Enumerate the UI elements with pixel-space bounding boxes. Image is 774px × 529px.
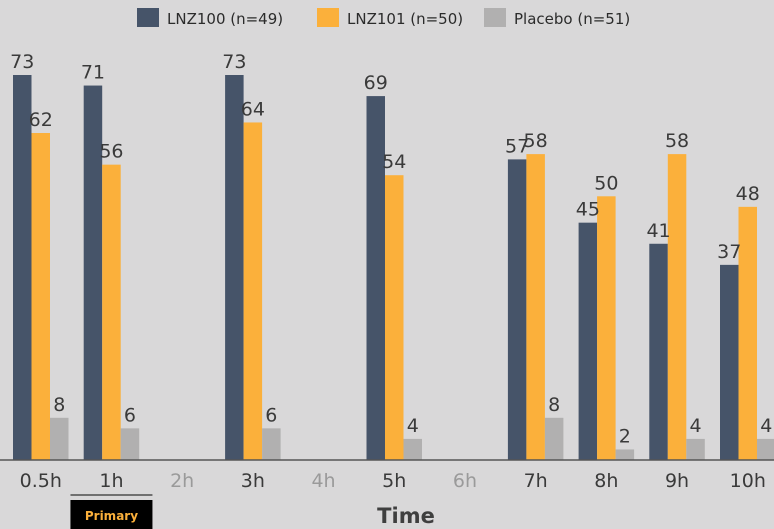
x-tick-labels: 0.5h 1h 2h 3h 4h 5h 6h 7h 8h 9h 10h xyxy=(20,470,766,492)
value-label-1h-series-2: 56 xyxy=(99,141,123,163)
bar-9h-series-1 xyxy=(649,243,668,460)
bar-1h-series-3 xyxy=(120,428,140,460)
x-tick-6h: 6h xyxy=(453,470,477,492)
bar-8h-series-1 xyxy=(578,222,598,460)
legend-label-3: Placebo (n=51) xyxy=(514,10,630,28)
x-tick-8h: 8h xyxy=(594,470,618,492)
value-label-10h-series-1: 37 xyxy=(717,241,741,263)
legend-swatch-2 xyxy=(317,8,339,27)
legend-label-1: LNZ100 (n=49) xyxy=(167,10,283,28)
value-label-7h-series-2: 58 xyxy=(524,130,548,152)
bar-8h-series-2 xyxy=(597,196,616,460)
value-label-0.5h-series-2: 62 xyxy=(29,109,53,131)
primary-badge-label: Primary xyxy=(85,509,138,523)
value-label-1h-series-1: 71 xyxy=(81,62,105,84)
value-label-8h-series-2: 50 xyxy=(594,172,618,194)
primary-badge: Primary xyxy=(70,494,153,529)
bar-8h-series-3 xyxy=(615,449,635,460)
value-label-5h-series-1: 69 xyxy=(364,72,388,94)
bar-3h-series-3 xyxy=(262,428,281,460)
bar-7h-series-2 xyxy=(526,154,545,460)
value-label-3h-series-3: 6 xyxy=(265,404,277,426)
legend-swatch-3 xyxy=(484,8,506,27)
bar-1h-series-1 xyxy=(83,85,103,460)
x-tick-9h: 9h xyxy=(665,470,689,492)
bar-5h-series-2 xyxy=(385,175,404,460)
bar-3h-series-1 xyxy=(225,75,244,460)
bar-9h-series-2 xyxy=(667,154,687,460)
bar-7h-series-1 xyxy=(507,159,527,461)
bar-3h-series-2 xyxy=(243,122,263,460)
bar-10h-series-1 xyxy=(720,264,739,460)
bar-5h-series-1 xyxy=(366,96,385,461)
value-label-9h-series-1: 41 xyxy=(646,220,670,242)
value-label-7h-series-3: 8 xyxy=(548,394,560,416)
legend-label-2: LNZ101 (n=50) xyxy=(347,10,463,28)
x-tick-1h: 1h xyxy=(99,470,123,492)
x-tick-0.5h: 0.5h xyxy=(20,470,62,492)
value-label-9h-series-3: 4 xyxy=(690,415,702,437)
x-tick-3h: 3h xyxy=(241,470,265,492)
legend-swatch-1 xyxy=(137,8,159,27)
value-label-3h-series-1: 73 xyxy=(222,51,246,73)
bar-0.5h-series-1 xyxy=(13,75,32,460)
value-label-0.5h-series-3: 8 xyxy=(53,394,65,416)
bar-1h-series-2 xyxy=(102,164,121,460)
value-label-5h-series-3: 4 xyxy=(407,415,419,437)
primary-badge-box xyxy=(70,500,153,529)
value-label-1h-series-3: 6 xyxy=(124,404,136,426)
value-label-7h-series-1: 57 xyxy=(505,135,529,157)
bar-0.5h-series-3 xyxy=(50,417,69,460)
x-tick-5h: 5h xyxy=(382,470,406,492)
x-tick-10h: 10h xyxy=(730,470,766,492)
bar-0.5h-series-2 xyxy=(31,133,50,460)
value-label-9h-series-2: 58 xyxy=(665,130,689,152)
value-label-8h-series-3: 2 xyxy=(619,425,631,447)
bar-10h-series-2 xyxy=(738,206,757,460)
x-tick-4h: 4h xyxy=(311,470,335,492)
value-label-3h-series-2: 64 xyxy=(241,98,265,120)
bar-10h-series-3 xyxy=(757,438,774,460)
x-tick-7h: 7h xyxy=(524,470,548,492)
legend: LNZ100 (n=49) LNZ101 (n=50) Placebo (n=51) xyxy=(137,8,630,28)
value-label-10h-series-3: 4 xyxy=(760,415,772,437)
x-tick-2h: 2h xyxy=(170,470,194,492)
value-label-0.5h-series-1: 73 xyxy=(10,51,34,73)
value-label-5h-series-2: 54 xyxy=(382,151,406,173)
bar-5h-series-3 xyxy=(403,438,422,460)
x-axis-title: Time xyxy=(377,504,435,528)
bars xyxy=(13,75,774,461)
bar-7h-series-3 xyxy=(544,417,564,460)
bar-9h-series-3 xyxy=(686,438,705,460)
value-label-10h-series-2: 48 xyxy=(736,183,760,205)
value-label-8h-series-1: 45 xyxy=(576,199,600,221)
